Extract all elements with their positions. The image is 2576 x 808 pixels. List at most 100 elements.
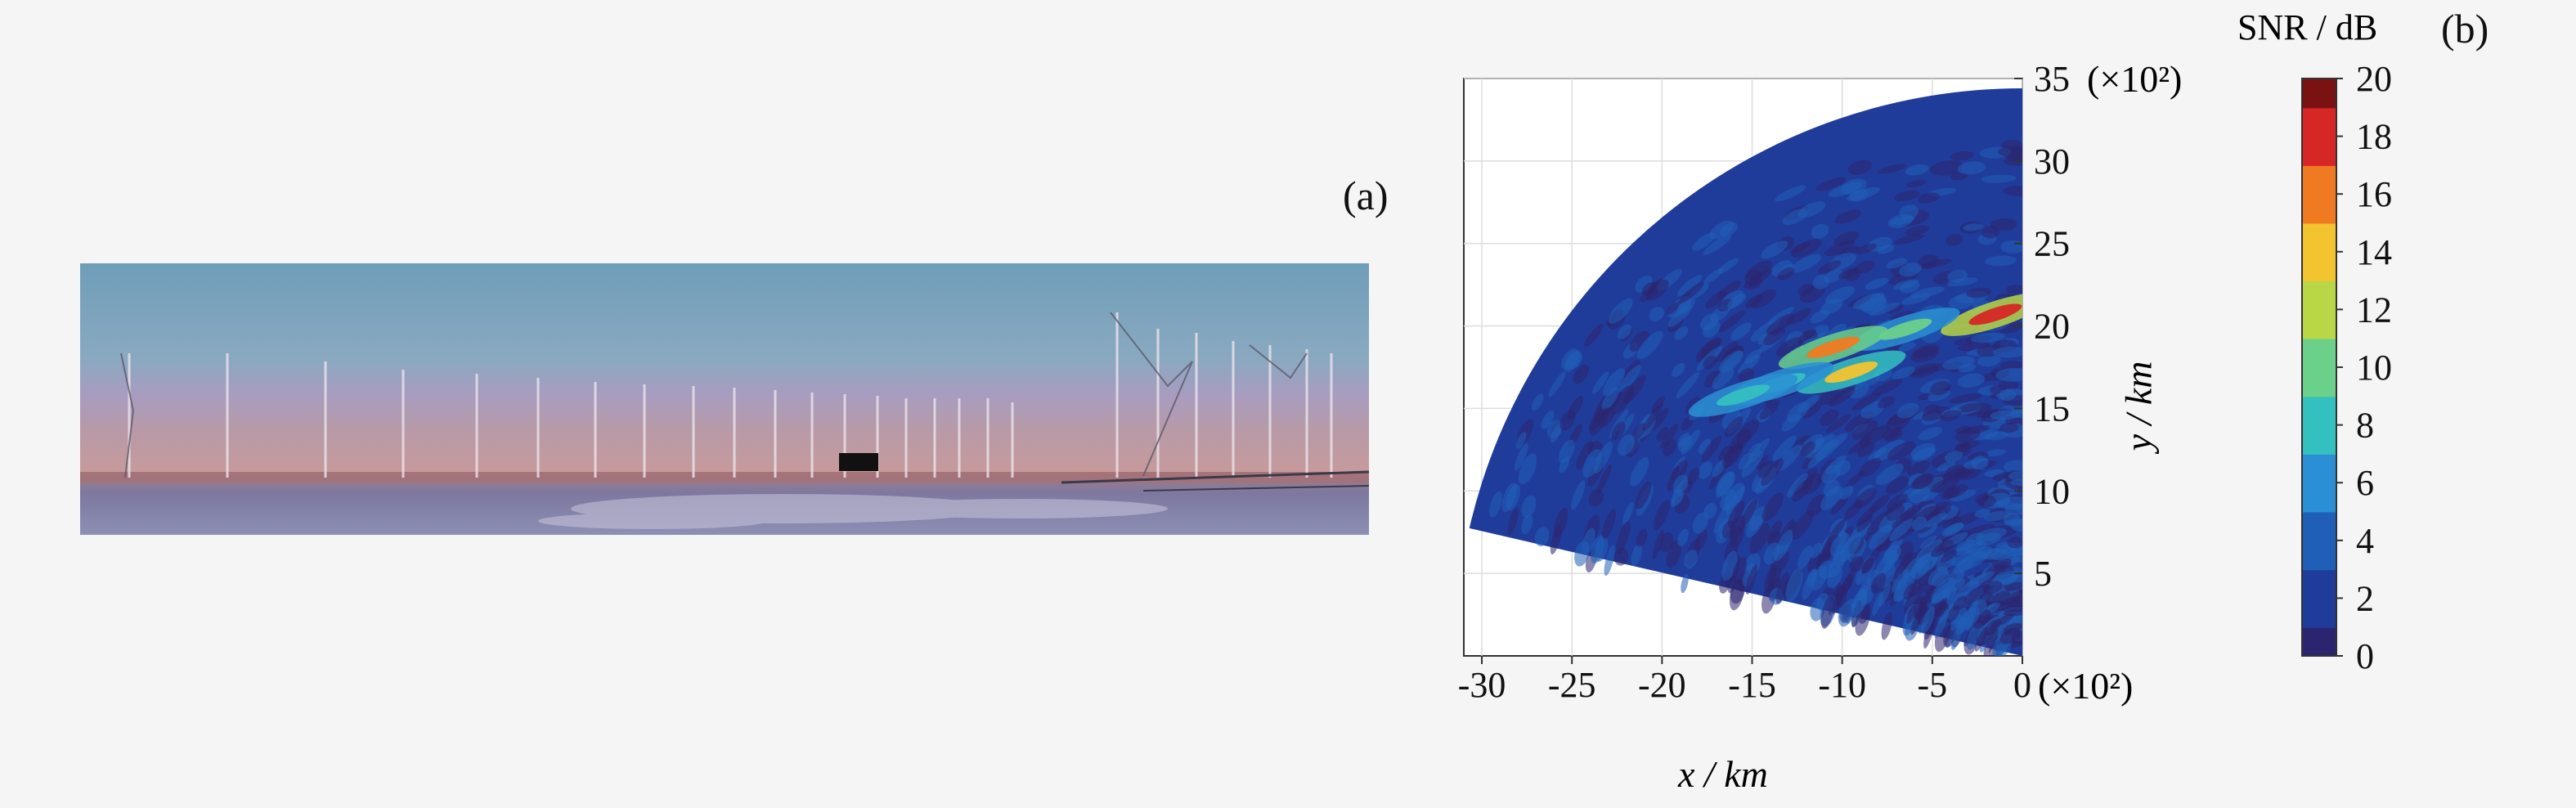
colorbar-tick-label: 14: [2356, 232, 2392, 272]
snr-cell: [1760, 240, 1788, 259]
colorbar-tick-label: 12: [2356, 290, 2392, 330]
snr-cell: [1828, 387, 1856, 406]
snr-cell: [1672, 362, 1685, 377]
snr-cell: [1856, 505, 1878, 527]
snr-cell: [1792, 478, 1813, 502]
snr-cell: [1945, 234, 1963, 246]
snr-cell: [1518, 453, 1537, 485]
snr-cell: [1703, 268, 1724, 284]
hotspot-core: [1824, 361, 1878, 384]
snr-cell: [1712, 459, 1726, 478]
colorbar-segment: [2302, 121, 2336, 130]
snr-cell: [1833, 231, 1860, 246]
snr-cell: [1918, 588, 1933, 610]
snr-cell: [1749, 514, 1762, 532]
snr-cell: [1778, 551, 1790, 572]
snr-cell: [1966, 287, 1992, 299]
snr-cell: [1830, 495, 1849, 515]
snr-cell: [1703, 355, 1717, 370]
snr-cell: [1666, 302, 1680, 315]
snr-cell: [1703, 234, 1732, 255]
snr-cell: [1940, 550, 1958, 563]
snr-cell: [1893, 571, 1916, 603]
snr-cell: [2012, 631, 2022, 645]
snr-cell: [1601, 387, 1619, 411]
snr-cell: [1553, 507, 1568, 538]
snr-cell: [1905, 225, 1930, 236]
snr-cell: [1912, 473, 1934, 490]
snr-cell: [1945, 523, 1963, 535]
snr-cell: [1815, 177, 1847, 191]
snr-cell: [1738, 367, 1755, 384]
snr-cell: [1999, 389, 2017, 401]
snr-cell: [1932, 581, 1951, 604]
snr-cell: [1947, 568, 1965, 585]
snr-cell: [1558, 439, 1575, 464]
snr-cell: [1903, 583, 1916, 600]
colorbar-segment: [2302, 158, 2336, 166]
snr-cell: [1744, 349, 1761, 365]
snr-cell: [1806, 569, 1817, 587]
snr-cell: [1881, 612, 1893, 640]
snr-cell: [1936, 598, 1948, 613]
snr-cell: [1840, 566, 1856, 599]
colorbar-tick-label: 0: [2356, 636, 2374, 676]
snr-cell: [1774, 529, 1793, 561]
colorbar-segment: [2302, 518, 2336, 527]
y-tick-label: 25: [2034, 224, 2070, 264]
snr-cell: [1825, 518, 1847, 545]
snr-cell: [2005, 285, 2022, 294]
snr-cell: [1838, 267, 1859, 280]
colorbar-segment: [2302, 186, 2336, 195]
snr-cell: [1608, 298, 1633, 324]
snr-cell: [1868, 447, 1887, 461]
colorbar-segment: [2302, 626, 2336, 635]
snr-cell: [1775, 185, 1806, 202]
colorbar-segment: [2302, 92, 2336, 101]
snr-cell: [1584, 323, 1604, 348]
snr-cell: [1883, 553, 1899, 572]
colorbar-tick-label: 8: [2356, 406, 2374, 446]
snr-cell: [1992, 346, 2022, 358]
snr-cell: [1727, 293, 1747, 309]
colorbar-segment: [2302, 281, 2336, 289]
snr-cell: [1806, 433, 1835, 459]
snr-cell: [1887, 441, 1916, 461]
snr-cell: [1825, 433, 1847, 451]
snr-cell: [1896, 402, 1919, 419]
colorbar-segment: [2302, 634, 2336, 643]
x-tick-label: -5: [1918, 665, 1948, 705]
snr-cell: [1931, 477, 1960, 493]
x-axis-label: x / km: [1678, 753, 1768, 795]
snr-cell: [1892, 509, 1916, 528]
snr-cell: [1761, 492, 1784, 522]
snr-cell: [1851, 393, 1882, 411]
colorbar-segment: [2302, 619, 2336, 628]
snr-cell: [1775, 572, 1789, 604]
snr-cell: [1763, 327, 1786, 346]
snr-cell: [2004, 518, 2022, 526]
snr-cell: [1617, 324, 1632, 339]
snr-cell: [1756, 455, 1769, 470]
colorbar-segment: [2302, 330, 2336, 339]
snr-cell: [1924, 513, 1948, 527]
colorbar-segment: [2302, 403, 2336, 411]
snr-cell: [1592, 371, 1609, 394]
snr-cell: [1999, 422, 2019, 433]
snr-cell: [1811, 223, 1829, 239]
snr-cell: [1719, 350, 1744, 374]
snr-cell: [1588, 489, 1604, 507]
snr-cell: [1636, 330, 1663, 360]
snr-cell: [1997, 146, 2022, 158]
colorbar-segment: [2302, 172, 2336, 181]
snr-cell: [1767, 520, 1783, 543]
snr-cell: [1672, 489, 1684, 506]
snr-cell: [1721, 520, 1735, 539]
snr-cell: [1703, 370, 1721, 388]
colorbar-segment: [2302, 641, 2336, 650]
snr-cell: [1955, 539, 1976, 552]
snr-cell: [1977, 355, 2001, 367]
snr-cell: [1534, 527, 1550, 547]
snr-cell: [1515, 442, 1528, 471]
snr-cell: [1983, 628, 1999, 656]
